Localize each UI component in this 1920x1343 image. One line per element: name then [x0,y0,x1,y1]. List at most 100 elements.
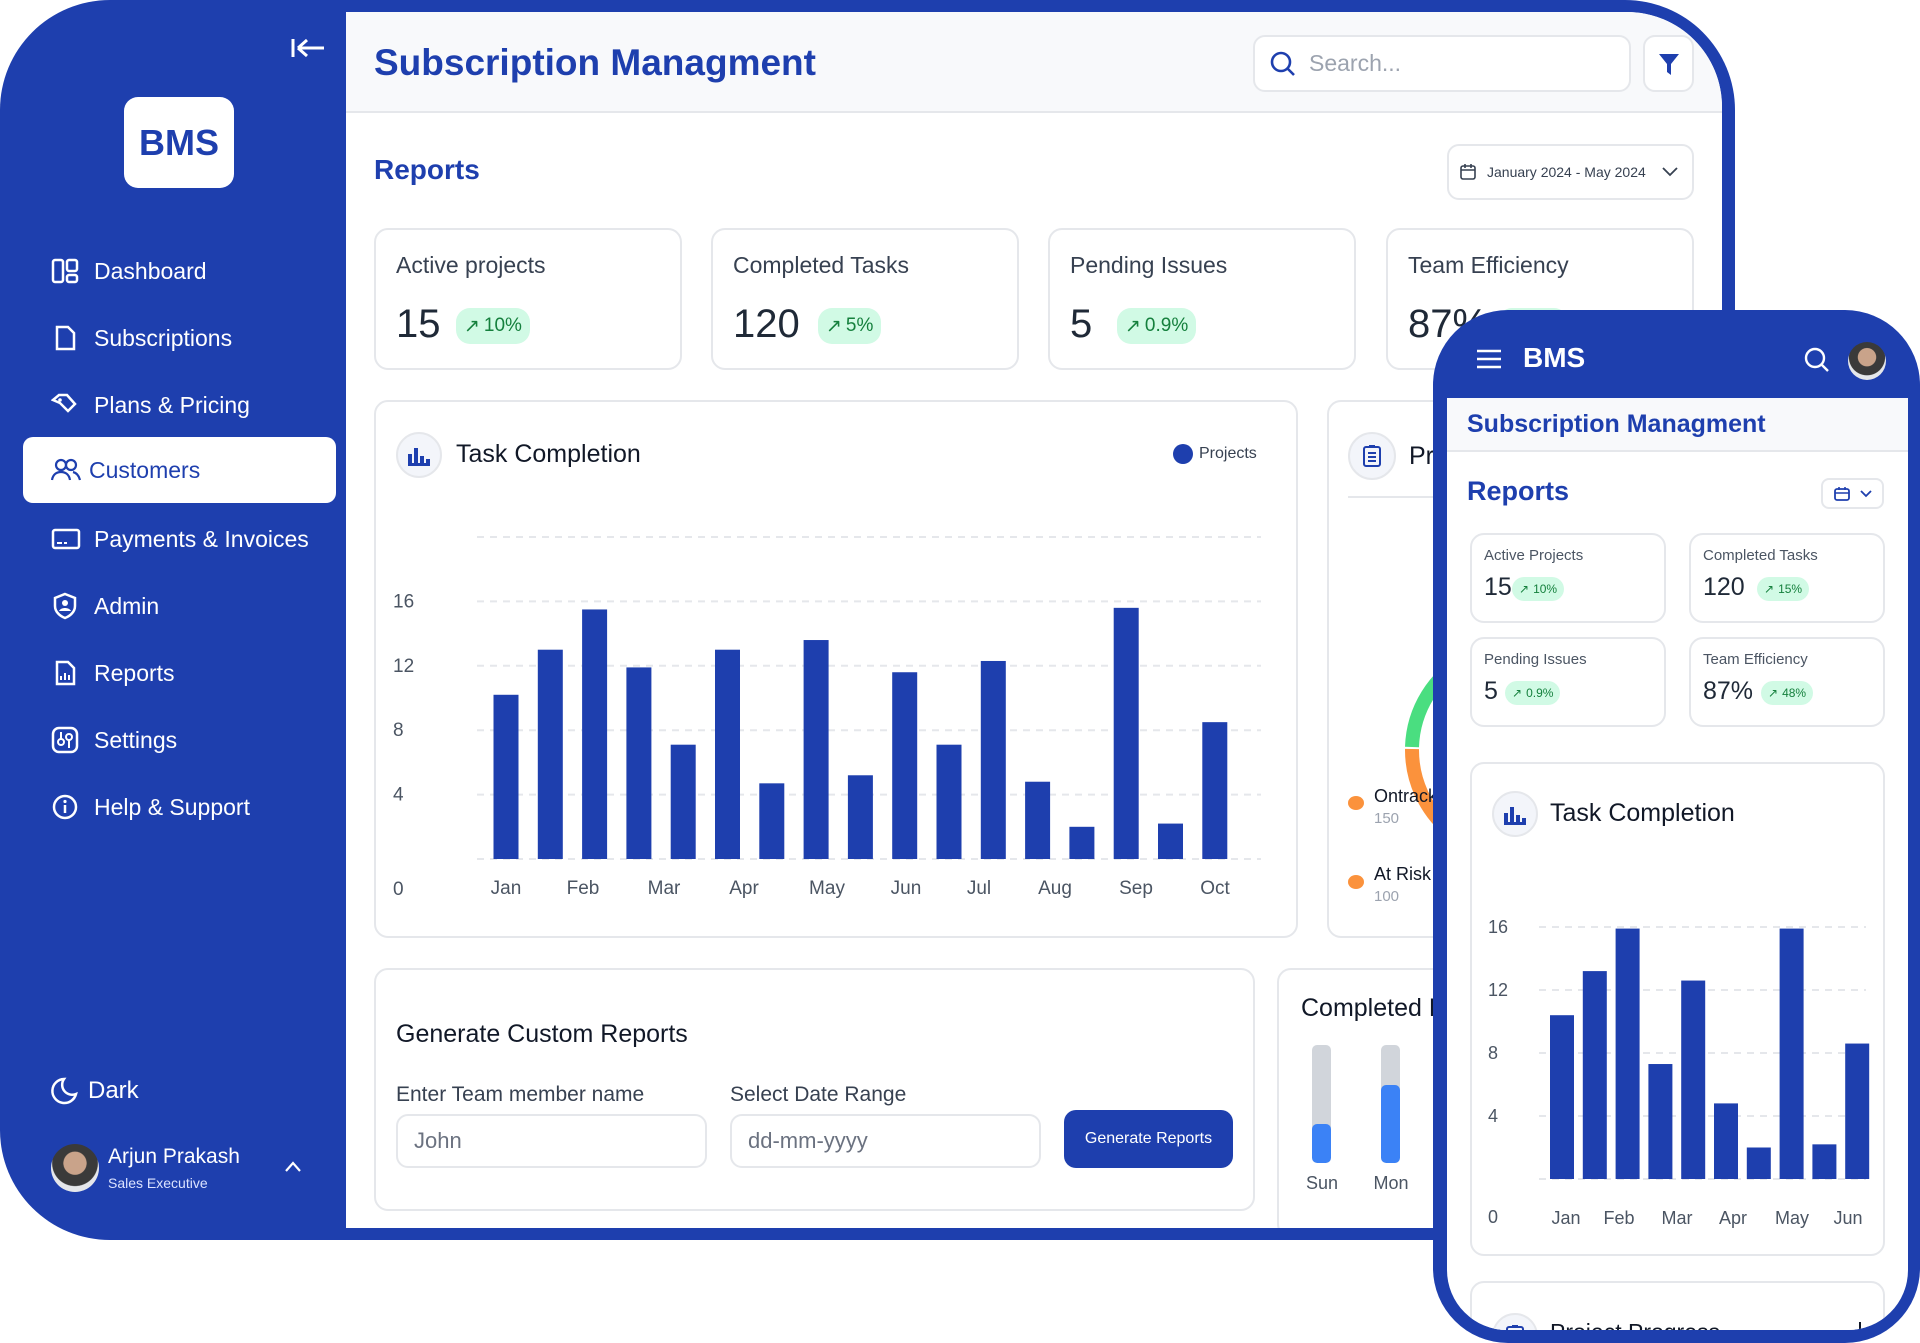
x-tick-label: May [1775,1208,1809,1228]
bar [1069,826,1095,859]
report-icon [55,660,76,686]
legend-label: Ontrack [1374,786,1438,806]
legend-dot-at-risk [1348,875,1364,889]
trend-value: 0.9% [1526,686,1554,700]
x-tick-label: Apr [1719,1208,1747,1228]
sidebar-item-subscriptions[interactable]: Subscriptions [23,305,336,371]
trend-up-icon: ↗ [1512,686,1523,700]
mobile-project-progress-card: Project Progress [1470,1281,1885,1330]
mobile-page-title: Subscription Managment [1467,410,1766,438]
member-name-input[interactable]: John [396,1114,707,1168]
shield-user-icon [53,592,77,620]
trend-value: 15% [1778,582,1803,596]
dashboard-icon [51,258,79,284]
trend-value: 10% [1533,582,1558,596]
filter-button[interactable] [1643,35,1694,92]
x-tick-label: Sep [1119,878,1153,899]
card-title: Generate Custom Reports [396,1020,688,1048]
trend-badge: ↗ 10% [1512,577,1565,601]
card-title: Task Completion [1550,799,1735,827]
legend-value: 100 [1374,888,1400,905]
filter-icon [1658,53,1679,75]
search-placeholder: Search... [1309,50,1402,76]
y-tick-label: 16 [393,591,414,612]
moon-icon [51,1077,78,1105]
mobile-avatar[interactable] [1848,342,1886,380]
collapse-left-icon[interactable] [290,36,326,60]
bar [1845,1043,1870,1179]
stat-value: 15 [1484,573,1512,601]
bar [1550,1015,1574,1179]
date-range-input[interactable]: dd-mm-yyyy [730,1114,1041,1168]
trend-value: 10% [483,315,522,336]
stat-value: 87% [1703,677,1754,705]
y-tick-label: 4 [393,785,404,806]
calendar-icon [1460,164,1476,180]
sidebar-item-dashboard[interactable]: Dashboard [23,238,336,304]
bar-chart-icon [396,432,442,478]
date-label: Select Date Range [730,1083,907,1106]
sidebar-item-admin[interactable]: Admin [23,573,336,639]
card-title: Completed P [1301,994,1446,1022]
search-input[interactable]: Search... [1253,35,1631,92]
mobile-stat-team-efficiency: Team Efficiency 87% ↗ 48% [1689,637,1885,727]
generate-reports-button[interactable]: Generate Reports [1064,1110,1233,1168]
search-icon[interactable] [1803,346,1831,374]
bar [1812,1144,1837,1179]
hamburger-menu-icon[interactable] [1475,348,1503,370]
chevron-up-icon[interactable] [284,1160,302,1174]
trend-badge: ↗ 15% [1757,577,1810,601]
date-range-picker[interactable]: January 2024 - May 2024 [1447,144,1694,200]
sidebar-item-plans-pricing[interactable]: Plans & Pricing [23,372,336,438]
bar [537,649,563,859]
sidebar-item-label: Dashboard [94,257,207,284]
day-progress-track [1381,1045,1400,1163]
sidebar-item-payments-invoices[interactable]: Payments & Invoices [23,506,336,572]
users-icon [51,458,81,481]
stat-label: Completed Tasks [1703,547,1818,564]
mobile-task-completion-chart: 0 4 8 12 16 Jan Feb Mar Apr May Jun [1488,917,1870,1228]
x-tick-label: Jan [491,878,522,899]
dark-mode-toggle[interactable]: Dark [50,1076,139,1106]
trend-badge: ↗ 10% [456,308,530,344]
bar [626,667,652,859]
legend-dot-ontrack [1348,796,1364,810]
user-avatar[interactable] [51,1144,99,1192]
sidebar-item-help-support[interactable]: Help & Support [23,774,336,840]
x-tick-label: Jun [891,878,922,899]
y-tick-label: 4 [1488,1106,1498,1126]
card-title: Task Completion [456,440,641,468]
y-tick-label: 8 [393,720,404,741]
y-tick-label: 8 [1488,1043,1498,1063]
bar [847,775,873,859]
bar [493,694,519,859]
bar [759,783,785,859]
stat-label: Completed Tasks [733,252,909,278]
mobile-content: Subscription Managment Reports Active Pr… [1447,398,1908,1330]
mobile-reports-heading: Reports [1467,476,1570,506]
x-tick-label: Jan [1551,1208,1580,1228]
trend-up-icon: ↗ [826,315,842,337]
y-tick-label: 12 [1488,980,1508,1000]
page-title: Subscription Managment [374,42,816,83]
dark-mode-label: Dark [88,1077,139,1104]
sidebar-item-settings[interactable]: Settings [23,707,336,773]
bar-chart-icon [1492,791,1538,837]
mobile-date-picker[interactable] [1821,478,1884,509]
stat-value: 15 [396,302,441,346]
legend-label: Projects [1199,445,1257,462]
info-icon [52,794,78,820]
x-tick-label: Feb [1603,1208,1634,1228]
legend-value: 150 [1374,810,1400,827]
sidebar-item-reports[interactable]: Reports [23,640,336,706]
sidebar-item-customers[interactable]: Customers [23,437,336,503]
sidebar-item-label: Payments & Invoices [94,525,309,552]
member-label: Enter Team member name [396,1083,645,1106]
task-completion-chart: 0 4 8 12 16 Jan Feb Mar Apr May Jun Jul Aug Sep Oct [393,536,1261,900]
stat-label: Pending Issues [1070,252,1228,278]
trend-value: 48% [1782,686,1807,700]
bar [1113,607,1139,859]
mobile-title-bar: Subscription Managment [1447,398,1908,452]
download-icon[interactable] [1852,1321,1868,1330]
user-name: Arjun Prakash [108,1145,240,1168]
